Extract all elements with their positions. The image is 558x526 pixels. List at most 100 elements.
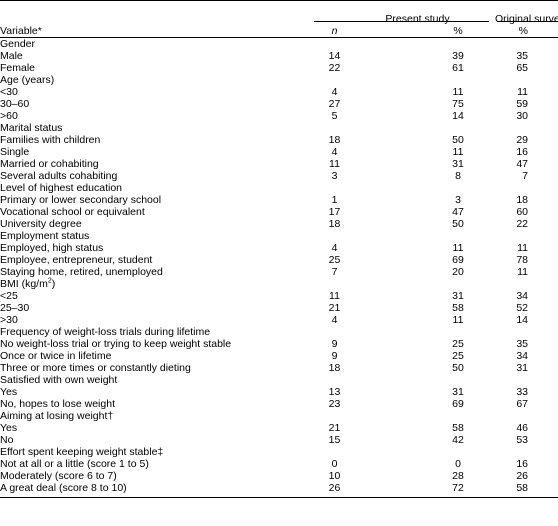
category-row: Satisfied with own weight [0, 374, 558, 386]
row-label: 30–60 [0, 98, 30, 110]
row-label: Once or twice in lifetime [0, 350, 112, 362]
row-label: Male [0, 50, 23, 62]
orig-pct-cell: 22 [516, 218, 528, 230]
table-row: <30 4 11 11 [0, 86, 558, 98]
orig-pct-cell: 16 [516, 458, 528, 470]
pct-cell: 31 [452, 158, 464, 170]
pct-cell: 31 [452, 386, 464, 398]
table-row: University degree 18 50 22 [0, 218, 558, 230]
table-row: Not at all or a little (score 1 to 5) 0 0 1… [0, 458, 558, 470]
n-cell [300, 74, 355, 86]
table-row: Single 4 11 16 [0, 146, 558, 158]
n-cell [300, 278, 355, 290]
n-cell: 18 [328, 362, 341, 374]
n-cell: 18 [328, 218, 341, 230]
orig-pct-cell [495, 182, 558, 194]
orig-pct-cell [495, 410, 558, 422]
orig-pct-cell: 34 [516, 290, 528, 302]
n-cell: 5 [331, 110, 338, 122]
category-label: Effort spent keeping weight stable‡ [0, 446, 164, 458]
pct-cell: 28 [452, 470, 464, 482]
table-row: >30 4 11 14 [0, 314, 558, 326]
orig-pct-cell [495, 446, 558, 458]
orig-pct-cell: 29 [516, 134, 528, 146]
row-label: <30 [0, 86, 18, 98]
orig-pct-cell: 65 [516, 62, 528, 74]
orig-pct-cell: 60 [516, 206, 528, 218]
orig-pct-cell: 47 [516, 158, 528, 170]
category-row: Level of highest education [0, 182, 558, 194]
n-cell: 14 [328, 50, 341, 62]
row-label: Married or cohabiting [0, 158, 99, 170]
table-row: Staying home, retired, unemployed 7 20 11 [0, 266, 558, 278]
pct-cell: 58 [452, 422, 464, 434]
table-row: 25–30 21 58 52 [0, 302, 558, 314]
n-cell: 11 [329, 158, 340, 170]
row-label: Moderately (score 6 to 7) [0, 470, 117, 482]
table-row: Male 14 39 35 [0, 50, 558, 62]
n-cell [300, 182, 355, 194]
category-label: Age (years) [0, 74, 55, 86]
table-row: Several adults cohabiting 3 8 7 [0, 170, 558, 182]
table-row: No weight-loss trial or trying to keep w… [0, 338, 558, 350]
row-label: Yes [0, 386, 18, 398]
orig-pct-cell [495, 374, 558, 386]
pct-cell: 8 [455, 170, 461, 182]
category-row: BMI (kg/m2) [0, 278, 558, 291]
orig-pct-header: % [495, 25, 558, 38]
pct-header: % [355, 25, 495, 38]
category-label: Marital status [0, 122, 63, 134]
orig-pct-cell [495, 38, 558, 51]
pct-cell: 50 [452, 362, 464, 374]
pct-cell: 42 [452, 434, 464, 446]
table-row: Once or twice in lifetime 9 25 34 [0, 350, 558, 362]
orig-pct-cell: 59 [516, 98, 528, 110]
demographics-table: Present study Original survey Variable* … [0, 0, 558, 498]
bottom-rule [0, 494, 558, 498]
n-cell [300, 230, 355, 242]
n-cell: 4 [331, 242, 338, 254]
n-cell: 9 [331, 350, 338, 362]
pct-cell: 0 [455, 458, 461, 470]
table-row: Vocational school or equivalent 17 47 60 [0, 206, 558, 218]
n-cell: 0 [331, 458, 338, 470]
row-label: Yes [0, 422, 18, 434]
table-row: Married or cohabiting 11 31 47 [0, 158, 558, 170]
orig-pct-cell: 67 [516, 398, 528, 410]
n-cell: 10 [328, 470, 341, 482]
table-row: Yes 13 31 33 [0, 386, 558, 398]
n-cell: 18 [328, 134, 341, 146]
n-cell: 25 [328, 254, 341, 266]
table-row: Families with children 18 50 29 [0, 134, 558, 146]
n-cell: 26 [328, 482, 341, 494]
n-cell: 21 [328, 302, 341, 314]
n-cell [300, 410, 355, 422]
pct-cell [355, 38, 495, 51]
category-label: Employment status [0, 230, 90, 242]
pct-cell: 61 [452, 62, 464, 74]
orig-pct-cell: 30 [516, 110, 528, 122]
n-cell: 3 [331, 170, 338, 182]
pct-cell [355, 326, 495, 338]
n-cell [300, 122, 355, 134]
header-column-row: Variable* n % % [0, 25, 558, 38]
orig-pct-cell: 78 [516, 254, 528, 266]
row-label: University degree [0, 218, 82, 230]
pct-cell: 25 [452, 350, 464, 362]
row-label: Vocational school or equivalent [0, 206, 145, 218]
table-row: Yes 21 58 46 [0, 422, 558, 434]
n-cell [300, 326, 355, 338]
n-cell: 4 [331, 86, 338, 98]
pct-cell: 50 [452, 218, 464, 230]
orig-pct-cell: 53 [516, 434, 528, 446]
pct-cell: 25 [452, 338, 464, 350]
pct-cell [355, 410, 495, 422]
n-cell [300, 374, 355, 386]
row-label: 25–30 [0, 302, 30, 314]
n-cell: 17 [328, 206, 341, 218]
n-cell: 4 [331, 146, 338, 158]
original-survey-label: Original survey [495, 13, 558, 25]
category-label: Satisfied with own weight [0, 374, 118, 386]
row-label: No weight-loss trial or trying to keep w… [0, 338, 232, 350]
table-row: No 15 42 53 [0, 434, 558, 446]
